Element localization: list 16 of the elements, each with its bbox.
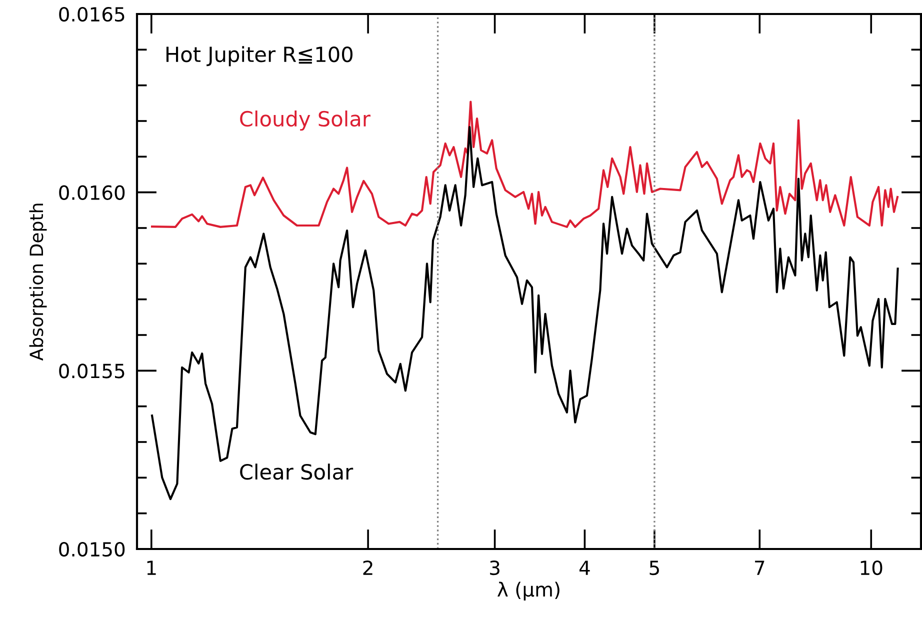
x-tick-label: 10 (860, 560, 882, 576)
y-tick-label: 0.0165 (59, 6, 124, 22)
x-tick-label: 3 (490, 560, 500, 576)
x-axis-title: λ (μm) (497, 582, 560, 601)
y-tick-label: 0.0155 (59, 364, 124, 378)
y-axis-title: Absorption Depth (29, 204, 47, 361)
x-tick-label: 5 (650, 560, 659, 576)
series-label: Clear Solar (240, 464, 354, 480)
x-tick-label: 2 (363, 560, 372, 575)
y-tick-label: 0.0150 (59, 542, 125, 557)
x-tick-label: 4 (579, 560, 590, 575)
x-tick-label: 7 (755, 560, 764, 575)
text: Cloudy Solar (240, 110, 370, 131)
x-tick-label: 1 (147, 560, 156, 575)
y-tick-label: 0.0160 (59, 185, 125, 200)
annotation: Hot Jupiter R≦100 (166, 46, 352, 66)
